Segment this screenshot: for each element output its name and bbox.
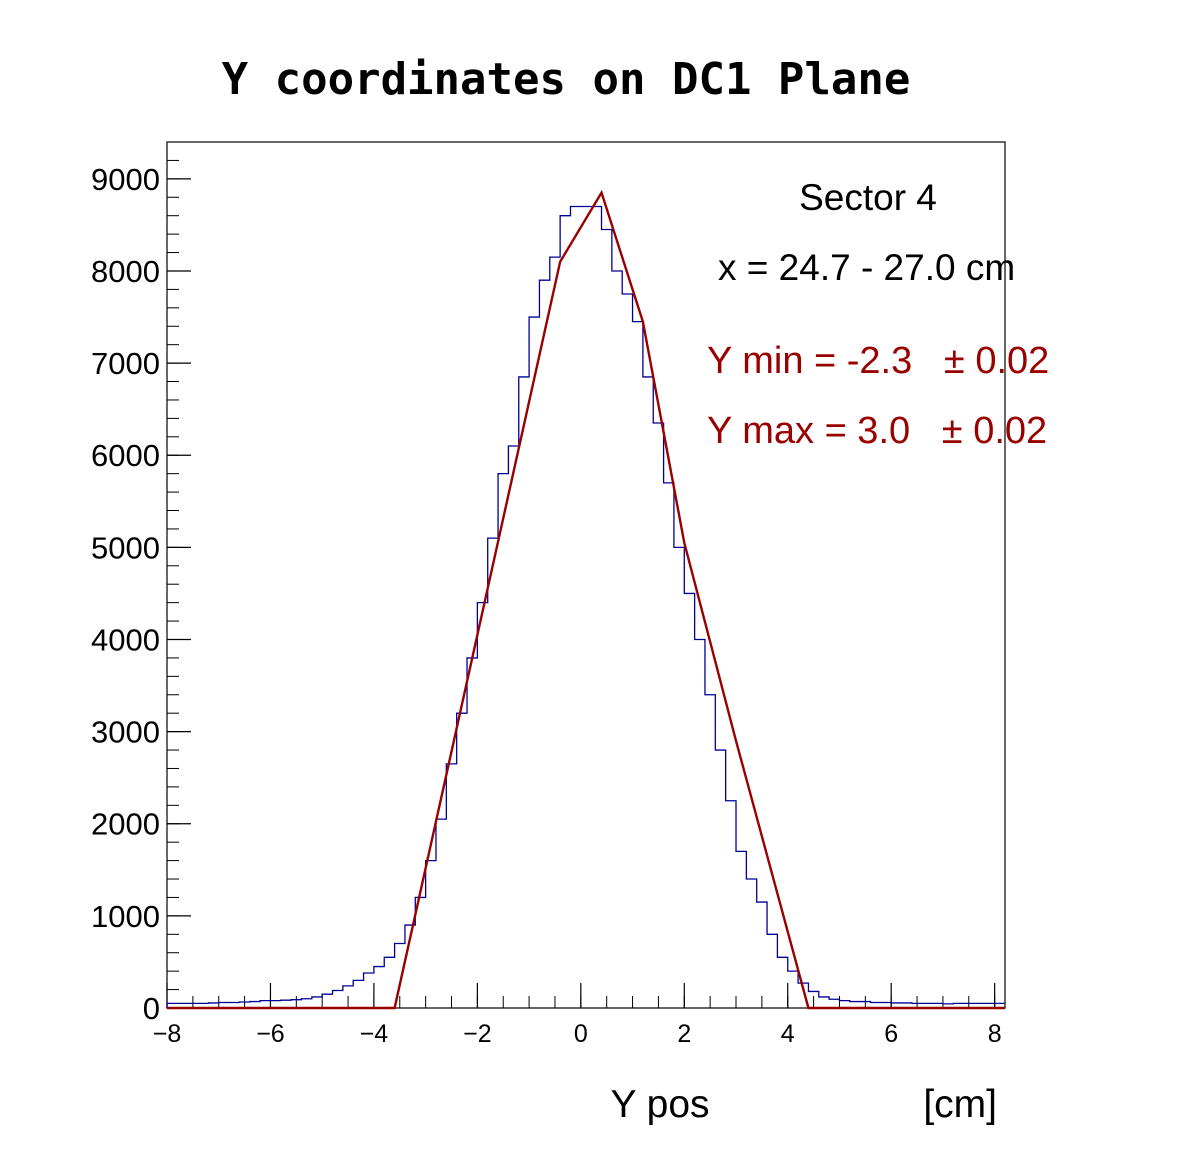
annotation-x-range: x = 24.7 - 27.0 cm: [718, 247, 1015, 288]
y-tick-label: 2000: [91, 807, 160, 842]
plot-frame: [166, 141, 1006, 1009]
x-tick-label: 4: [781, 1020, 795, 1048]
annotation-sector: Sector 4: [799, 177, 937, 218]
x-tick-label: 6: [884, 1020, 898, 1048]
x-tick-label: 8: [988, 1020, 1002, 1048]
x-axis: −8 −6 −4 −2 0 2 4 6 8: [153, 983, 1002, 1048]
fit-line: [167, 189, 1005, 1010]
y-tick-label: 9000: [91, 162, 160, 197]
x-tick-label: −6: [256, 1020, 285, 1048]
y-tick-label: 7000: [91, 346, 160, 381]
y-axis: 0 1000 2000 3000 4000 5000 6000 7000 8000 9000: [91, 162, 191, 1026]
x-tick-label: −8: [153, 1020, 182, 1048]
y-tick-label: 5000: [91, 530, 160, 565]
x-tick-label: 0: [574, 1020, 588, 1048]
y-tick-label: 0: [143, 991, 160, 1026]
y-tick-label: 3000: [91, 715, 160, 750]
y-tick-label: 4000: [91, 622, 160, 657]
x-axis-label: Y pos: [610, 1083, 709, 1126]
x-tick-label: 2: [677, 1020, 691, 1048]
annotation-y-max: Y max = 3.0 ± 0.02: [707, 410, 1047, 452]
annotation-y-min: Y min = -2.3 ± 0.02: [707, 340, 1049, 382]
x-tick-label: −4: [360, 1020, 389, 1048]
y-tick-label: 8000: [91, 254, 160, 289]
x-tick-label: −2: [463, 1020, 492, 1048]
chart-title: Y coordinates on DC1 Plane: [222, 54, 911, 105]
x-axis-unit: [cm]: [923, 1083, 997, 1126]
y-tick-label: 6000: [91, 438, 160, 473]
axis-minor-ticks: [166, 141, 996, 1009]
y-tick-label: 1000: [91, 899, 160, 934]
histogram-outline: [166, 205, 1005, 1008]
